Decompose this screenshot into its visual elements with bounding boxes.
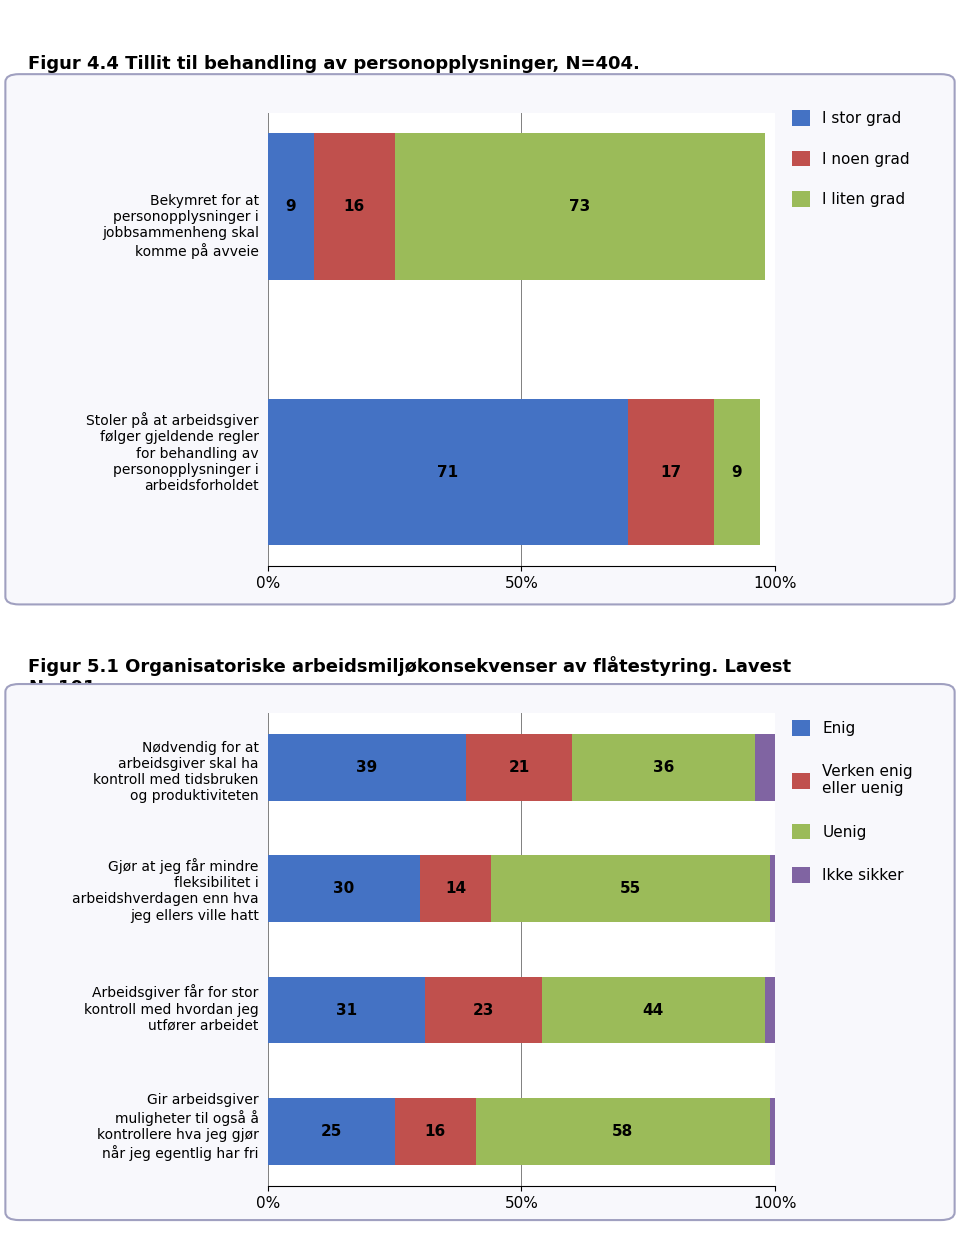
FancyBboxPatch shape — [6, 74, 954, 605]
Text: Figur 4.4 Tillit til behandling av personopplysninger, N=404.: Figur 4.4 Tillit til behandling av perso… — [29, 54, 640, 73]
Text: Figur 5.1 Organisatoriske arbeidsmiljøkonsekvenser av flåtestyring. Lavest
N=101: Figur 5.1 Organisatoriske arbeidsmiljøko… — [29, 656, 792, 696]
FancyBboxPatch shape — [6, 684, 954, 1220]
